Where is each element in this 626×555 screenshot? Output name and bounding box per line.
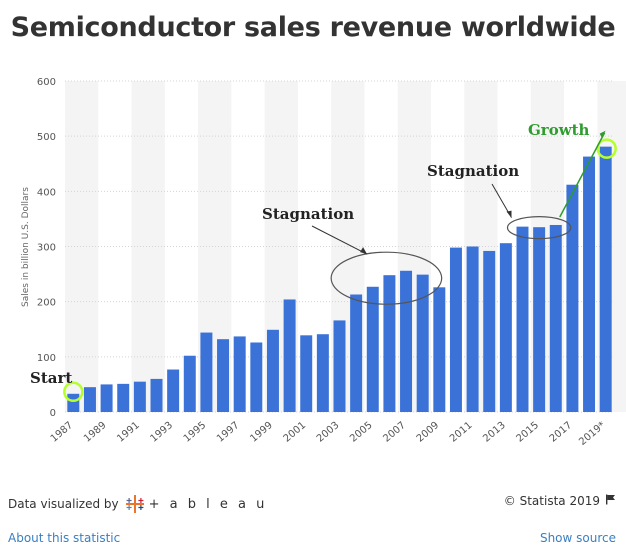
stagnation-arrow-1: [311, 225, 368, 255]
x-tick-label: 2011: [448, 420, 475, 445]
x-tick-label: 2017: [548, 420, 575, 445]
bar-2014[interactable]: [516, 226, 529, 412]
y-tick-label: 200: [37, 298, 56, 309]
y-tick-label: 0: [50, 408, 56, 419]
y-axis-ticks: 0 100 200 300 400 500 600: [37, 77, 56, 419]
bar-2008[interactable]: [416, 274, 429, 412]
annotation-stagnation-2: Stagnation: [427, 162, 519, 180]
annotation-start: Start: [30, 369, 72, 387]
bar-1988[interactable]: [83, 387, 96, 412]
bar-2004[interactable]: [350, 294, 363, 412]
growth-arrow: [559, 132, 606, 218]
copyright-text: © Statista 2019: [503, 494, 600, 508]
x-tick-label: 2019*: [577, 420, 607, 448]
bar-1993[interactable]: [167, 369, 180, 412]
bar-2002[interactable]: [316, 334, 329, 412]
bar-2017[interactable]: [566, 184, 579, 412]
flag-icon[interactable]: [605, 494, 616, 508]
bar-1990[interactable]: [117, 383, 130, 412]
y-tick-label: 100: [37, 353, 56, 364]
bar-2015[interactable]: [533, 227, 546, 412]
bar-1991[interactable]: [133, 381, 146, 412]
bar-2016[interactable]: [549, 224, 562, 412]
bar-1989[interactable]: [100, 384, 113, 412]
bar-1998[interactable]: [250, 342, 263, 412]
bar-1999[interactable]: [266, 329, 279, 412]
tableau-logo-icon: [125, 494, 145, 514]
bar-1997[interactable]: [233, 336, 246, 412]
y-tick-label: 400: [37, 187, 56, 198]
y-tick-label: 300: [37, 243, 56, 254]
bar-1994[interactable]: [183, 355, 196, 412]
x-tick-label: 1999: [248, 420, 275, 445]
growth-highlight-circle: [596, 138, 617, 159]
bar-2013[interactable]: [499, 243, 512, 412]
x-tick-label: 1997: [215, 420, 242, 445]
bar-2018[interactable]: [583, 156, 596, 412]
x-tick-label: 2001: [282, 420, 309, 445]
y-axis-label: Sales in billion U.S. Dollars: [21, 187, 31, 307]
start-highlight-circle: [63, 381, 84, 403]
tableau-wordmark: + a b l e a u: [148, 496, 268, 512]
column-band: [131, 81, 165, 412]
x-tick-label: 1993: [148, 420, 175, 445]
bar-2006[interactable]: [383, 275, 396, 412]
chart-area: 0 100 200 300 400 500 600 Sales in billion U.S…: [21, 77, 626, 448]
bar-2007[interactable]: [400, 270, 413, 412]
annotation-growth: Growth: [528, 121, 590, 139]
y-tick-label: 500: [37, 132, 56, 143]
x-tick-label: 2007: [381, 420, 408, 445]
annotations: Start Stagnation Stagnation Growth: [30, 121, 617, 403]
chart-title: Semiconductor sales revenue worldwide: [10, 12, 616, 43]
x-tick-label: 1989: [82, 420, 109, 445]
visualized-by-text: Data visualized by: [8, 497, 119, 511]
x-tick-label: 1995: [182, 420, 209, 445]
bar-1992[interactable]: [150, 378, 163, 412]
bar-2011[interactable]: [466, 246, 479, 413]
x-tick-label: 2003: [315, 420, 342, 445]
y-tick-label: 600: [37, 77, 56, 88]
annotation-stagnation-1: Stagnation: [262, 205, 354, 223]
bar-2012[interactable]: [483, 250, 496, 412]
growth-arrowhead: [599, 130, 606, 138]
footer-credit: Data visualized by + a b l e a u: [8, 494, 267, 514]
bar-1996[interactable]: [217, 339, 230, 412]
stagnation-arrowhead-1: [360, 247, 368, 255]
show-source-link[interactable]: Show source: [539, 531, 616, 545]
x-tick-label: 2013: [481, 420, 508, 445]
bar-2019*[interactable]: [599, 146, 612, 413]
bar-2003[interactable]: [333, 320, 346, 412]
x-axis-ticks: 1987 1989 1991 1993 1995 1997 1999 2001 2003 2005…: [49, 420, 608, 448]
x-tick-label: 2005: [348, 420, 375, 445]
x-tick-label: 2015: [514, 420, 541, 445]
bar-1987[interactable]: [67, 393, 80, 412]
bars: [67, 146, 612, 413]
stagnation-ellipse-1: [330, 251, 443, 305]
column-band: [65, 81, 99, 412]
x-tick-label: 2009: [415, 420, 442, 445]
x-tick-label: 1987: [49, 420, 76, 445]
bar-2010[interactable]: [449, 247, 462, 412]
bar-2005[interactable]: [366, 286, 379, 412]
bar-2000[interactable]: [283, 299, 296, 412]
bar-2001[interactable]: [300, 335, 313, 412]
x-tick-label: 1991: [115, 420, 142, 445]
bar-1995[interactable]: [200, 332, 213, 412]
stagnation-arrowhead-2: [506, 210, 512, 218]
about-statistic-link[interactable]: About this statistic: [8, 531, 121, 545]
bar-2009[interactable]: [433, 287, 446, 412]
stagnation-ellipse-2: [506, 216, 572, 240]
footer-copyright: © Statista 2019: [504, 494, 616, 508]
